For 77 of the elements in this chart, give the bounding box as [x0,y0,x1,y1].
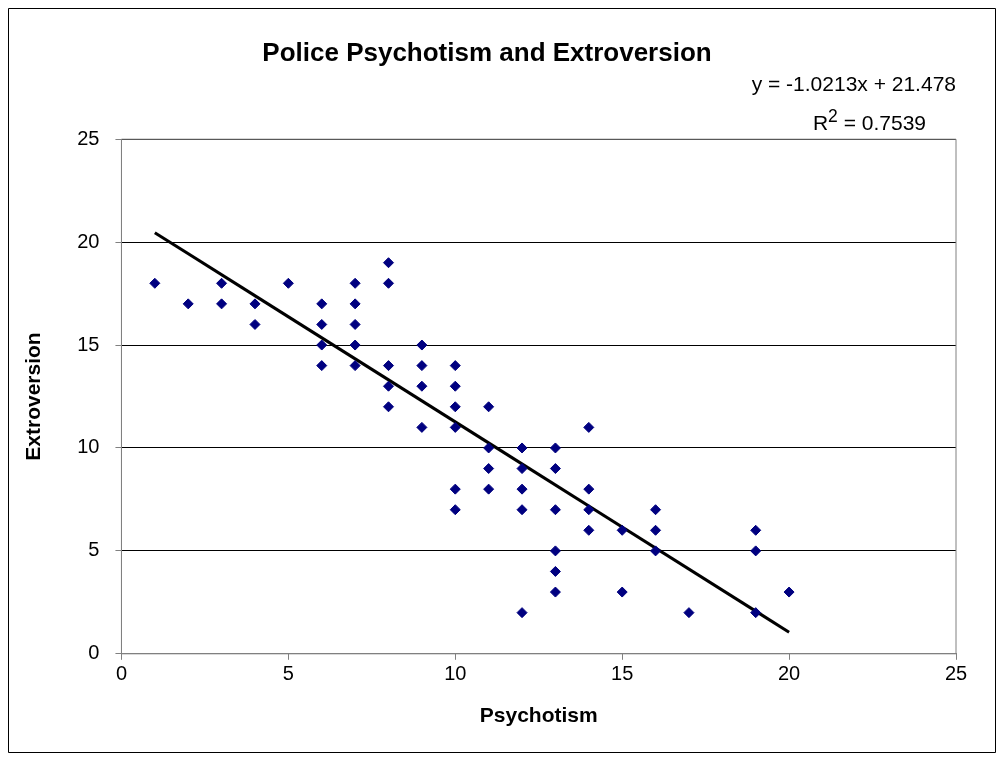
point [383,257,394,269]
point [449,380,461,392]
point [516,504,528,516]
point [483,401,495,413]
point [416,380,428,392]
point [549,504,561,516]
point [583,421,595,433]
point [549,565,561,577]
y-axis-title: Extroversion [21,332,45,461]
point [383,401,394,413]
chart-title: Police Psychotism and Extroversion [262,36,712,67]
point [549,586,561,598]
x-tick-label: 0 [115,662,128,685]
x-tick-label: 10 [444,662,467,685]
point [149,277,161,289]
y-tick-label: 25 [77,126,100,149]
point [316,318,328,330]
point [549,545,561,557]
point [316,339,328,351]
y-tick-label: 10 [77,435,100,458]
point [650,524,662,536]
point [383,380,394,392]
point [316,298,328,310]
point [349,339,361,351]
point [516,607,528,619]
point [516,483,528,495]
point [583,504,595,516]
point [483,483,495,495]
point [449,483,461,495]
x-tick-label: 25 [944,662,968,685]
point [683,607,695,619]
point [282,277,294,289]
point [416,421,428,433]
point [616,586,628,598]
text: R$^{2}$ = 0.7539 [811,105,927,136]
point [449,360,461,372]
point [349,298,361,310]
point [516,463,528,475]
point [549,442,561,454]
point [549,463,561,475]
point [416,339,428,351]
x-tick-label: 5 [282,662,294,685]
y-tick-label: 0 [88,641,100,664]
x-tick-label: 15 [611,662,634,685]
point [349,318,361,330]
point [583,483,595,495]
point [182,298,194,310]
y-tick-label: 15 [77,332,100,355]
point [449,401,461,413]
point [750,607,762,619]
point [383,360,394,372]
point [416,360,428,372]
point [750,545,762,557]
point [650,504,662,516]
point [750,524,762,536]
point [483,442,495,454]
point [249,318,261,330]
point [449,504,461,516]
text: y = -1.0213x + 21.478 [751,71,956,97]
point [216,298,228,310]
point [483,463,495,475]
point [449,421,461,433]
point [616,524,628,536]
point [349,360,361,372]
point [249,298,261,310]
point [583,524,595,536]
point [783,586,795,598]
point [349,277,361,289]
x-tick-label: 20 [777,662,801,685]
y-tick-label: 20 [77,229,100,252]
point [516,442,528,454]
x-axis-title: Psychotism [479,703,598,727]
point [383,277,394,289]
point [650,545,662,557]
point [316,360,328,372]
y-tick-label: 5 [88,538,100,561]
point [216,277,228,289]
